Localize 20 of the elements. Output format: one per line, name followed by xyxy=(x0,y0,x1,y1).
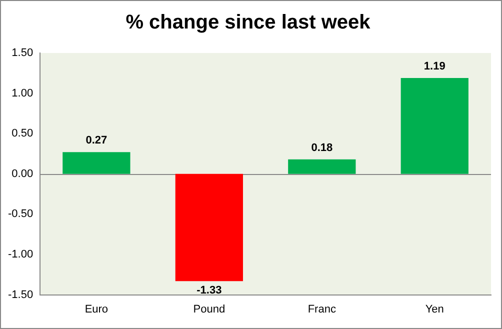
bar xyxy=(400,78,468,174)
bar xyxy=(288,159,356,174)
y-tick-label: -0.50 xyxy=(8,208,34,220)
data-label: 1.19 xyxy=(424,60,446,73)
data-label: 0.18 xyxy=(311,142,333,154)
y-tick-label: 0.50 xyxy=(12,128,34,140)
x-tick-label: Pound xyxy=(193,303,226,316)
bar xyxy=(62,152,130,174)
y-tick-label: 0.00 xyxy=(12,168,34,180)
y-tick-label: 1.00 xyxy=(12,87,34,100)
y-tick-label: 1.50 xyxy=(12,47,34,60)
data-label: -1.33 xyxy=(196,284,222,297)
data-label: 0.27 xyxy=(86,134,108,147)
x-tick-label: Yen xyxy=(425,303,444,316)
y-tick-label: -1.50 xyxy=(8,288,34,301)
x-tick-label: Euro xyxy=(84,303,108,316)
y-tick-label: -1.00 xyxy=(8,248,34,261)
x-tick-label: Franc xyxy=(308,303,336,316)
chart-title: % change since last week xyxy=(126,12,372,34)
bar xyxy=(175,174,243,282)
